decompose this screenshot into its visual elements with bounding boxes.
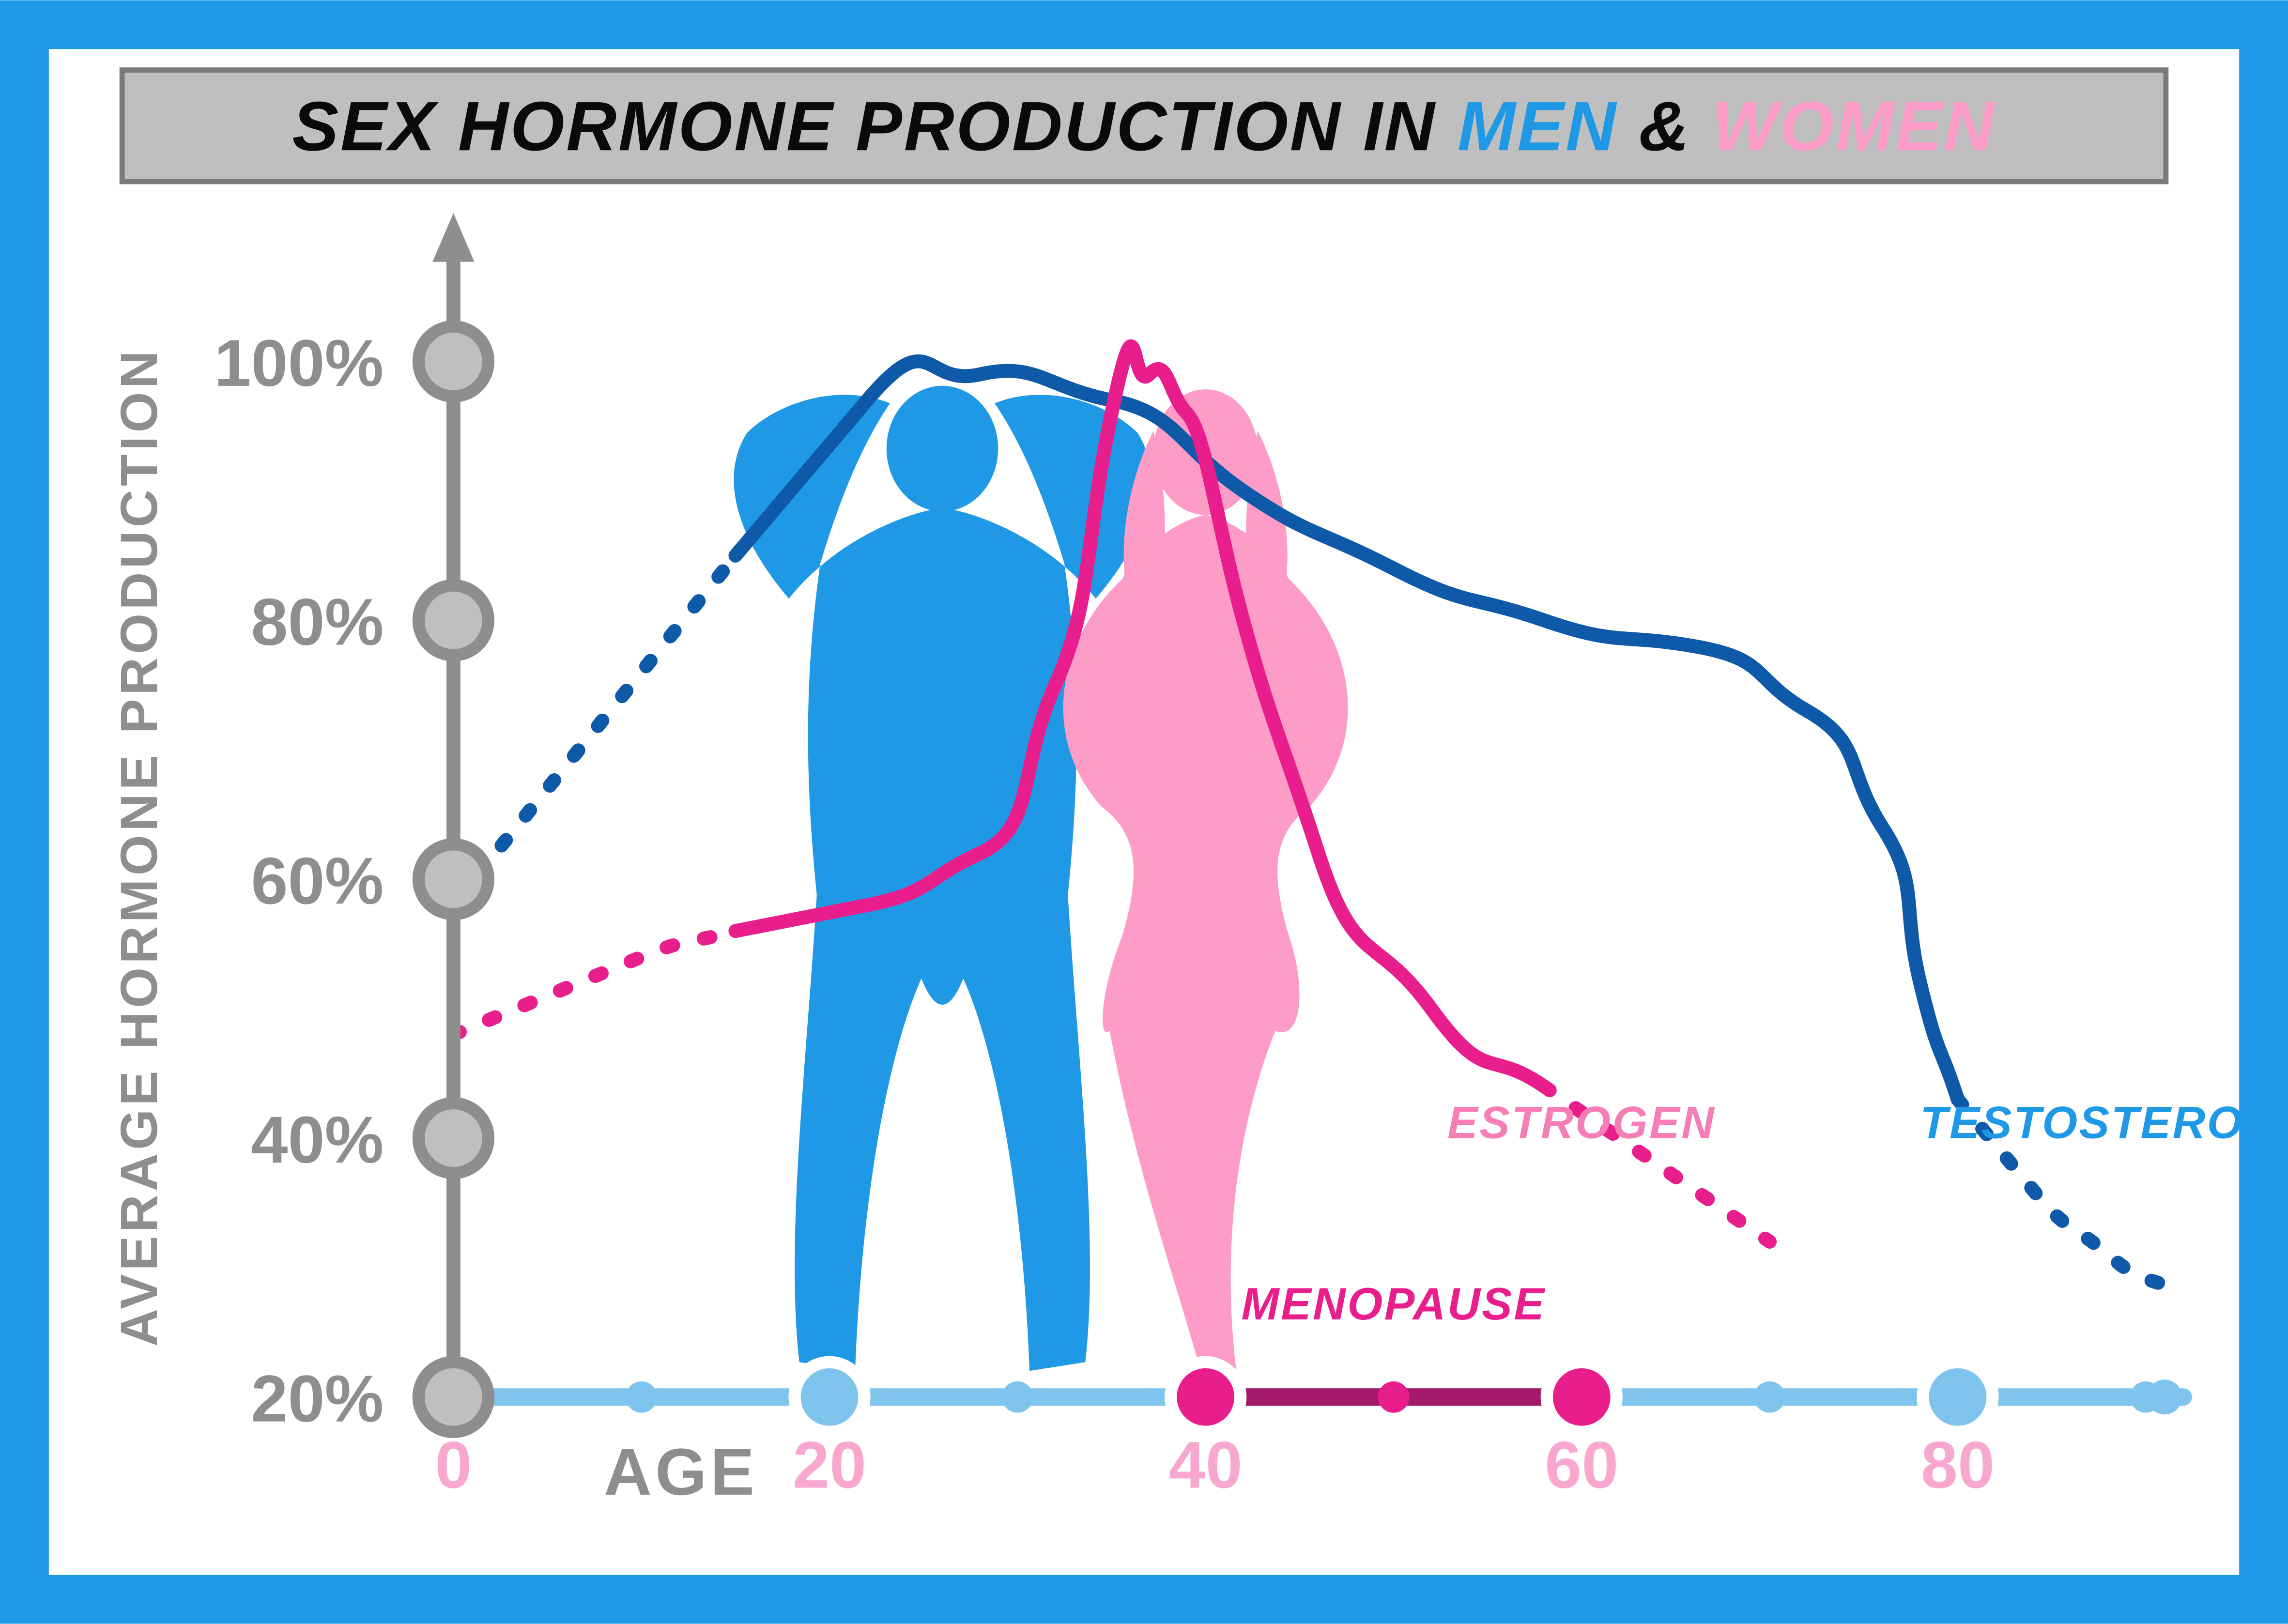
y-tick-label: 20% — [251, 1362, 384, 1436]
x-tick-label: 80 — [1921, 1428, 1995, 1502]
menopause-label: MENOPAUSE — [1242, 1278, 1546, 1329]
testosterone-label: TESTOSTERONE — [1920, 1097, 2288, 1148]
chart-frame: SEX HORMONE PRODUCTION IN MEN & WOMEN 0 20… — [0, 0, 2288, 1624]
x-tick-label: 60 — [1545, 1428, 1618, 1502]
x-tick-label: 40 — [1169, 1428, 1243, 1502]
y-tick-dot — [418, 844, 488, 914]
y-tick-dot — [418, 1362, 488, 1432]
y-tick-dot — [418, 585, 488, 655]
y-tick-label: 60% — [251, 844, 384, 918]
y-axis-title: AVERAGE HORMONE PRODUCTION — [109, 347, 168, 1347]
y-tick-dot — [418, 1103, 488, 1173]
chart-title: SEX HORMONE PRODUCTION IN MEN & WOMEN — [292, 87, 1996, 165]
x-tick-dot — [795, 1362, 864, 1432]
x-axis-title: AGE — [604, 1435, 758, 1509]
y-tick-dot — [418, 326, 488, 396]
x-tick-label: 20 — [793, 1428, 866, 1502]
x-tick-label: 0 — [435, 1428, 472, 1502]
y-tick-label: 80% — [251, 585, 384, 659]
x-tick-dot — [1547, 1362, 1616, 1432]
chart-svg: SEX HORMONE PRODUCTION IN MEN & WOMEN 0 20… — [0, 0, 2288, 1624]
y-tick-label: 40% — [251, 1103, 384, 1177]
estrogen-label: ESTROGEN — [1447, 1097, 1716, 1148]
x-tick-dot — [1171, 1362, 1241, 1432]
y-tick-label: 100% — [214, 326, 384, 400]
x-tick-dot — [1923, 1362, 1993, 1432]
